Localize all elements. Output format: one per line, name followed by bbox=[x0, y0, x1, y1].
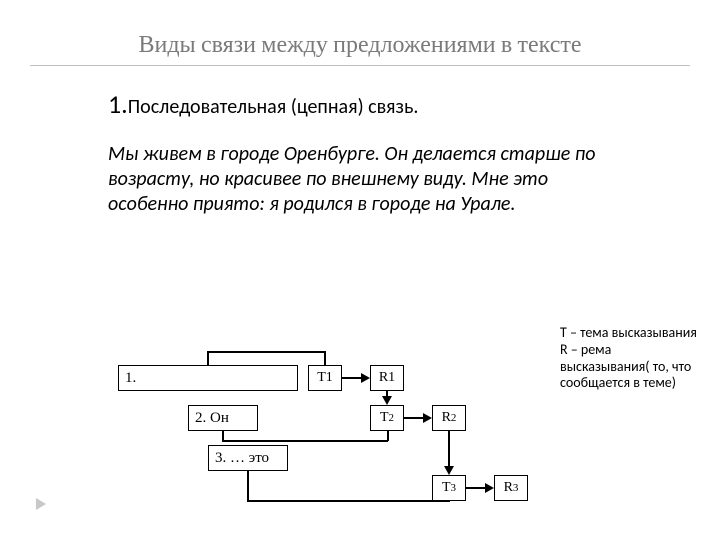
subtitle-text: Последовательная (цепная) связь. bbox=[128, 95, 419, 119]
arr-t2-r2 bbox=[404, 417, 424, 419]
legend-text: T – тема высказыванияR – рема высказыван… bbox=[560, 325, 700, 392]
arr-t1-r1 bbox=[342, 377, 362, 379]
page-title: Виды связи между предложениями в тексте bbox=[30, 0, 690, 66]
r3-box: R3 bbox=[494, 475, 528, 501]
arr-r2-t3 bbox=[448, 431, 450, 467]
conn-3-down bbox=[247, 471, 249, 501]
subtitle-number: 1. bbox=[108, 88, 128, 120]
conn-1-up bbox=[207, 351, 209, 365]
r2-box: R2 bbox=[432, 405, 466, 431]
t1-box: T1 bbox=[308, 365, 342, 391]
example-paragraph: Мы живем в городе Оренбурге. Он делается… bbox=[0, 120, 720, 217]
section-subtitle: 1.Последовательная (цепная) связь. bbox=[0, 66, 720, 120]
arr-t2-r2-head bbox=[423, 413, 432, 423]
slide-bullet-icon bbox=[36, 498, 46, 510]
conn-1-down bbox=[324, 351, 326, 365]
arr-r2-t3-head bbox=[444, 466, 454, 475]
sentence-box-1: 1. bbox=[118, 365, 298, 391]
sentence-box-2: 2. Он bbox=[188, 405, 258, 431]
t2-box: T2 bbox=[370, 405, 404, 431]
conn-3-up2 bbox=[448, 500, 450, 502]
conn-2-up bbox=[387, 431, 389, 441]
t3-box: T3 bbox=[432, 475, 466, 501]
sentence-box-3: 3. … это bbox=[208, 445, 288, 471]
arr-t3-r3 bbox=[466, 487, 486, 489]
chain-diagram: 1. 2. Он 3. … это T1 R1 T2 R2 T3 R3 bbox=[108, 345, 608, 515]
arr-r1-t2-head bbox=[382, 396, 392, 405]
conn-3-h bbox=[247, 500, 450, 502]
arr-t3-r3-head bbox=[485, 483, 494, 493]
conn-1-h bbox=[207, 351, 325, 353]
arr-t1-r1-head bbox=[361, 373, 370, 383]
r1-box: R1 bbox=[370, 365, 404, 391]
conn-2-h bbox=[222, 440, 388, 442]
